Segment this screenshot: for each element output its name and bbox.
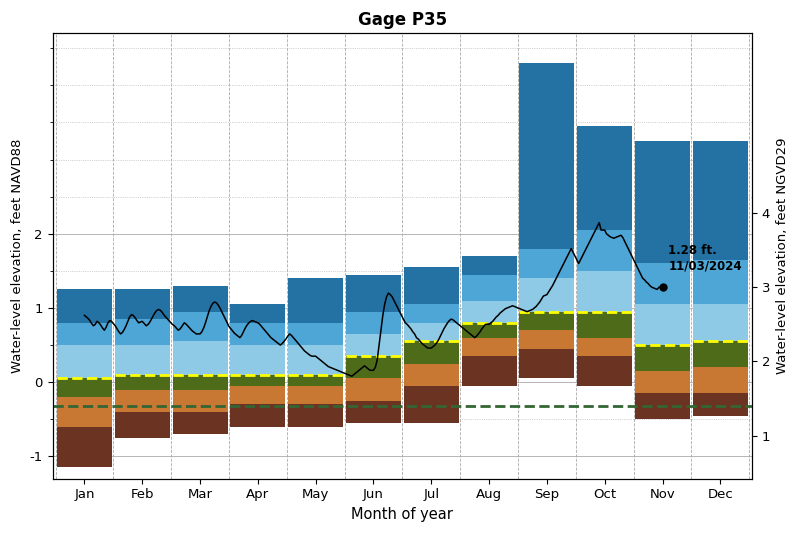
Bar — [230, 304, 286, 323]
Bar — [693, 260, 748, 304]
Bar — [288, 405, 343, 427]
Bar — [230, 375, 286, 386]
Text: 1.28 ft.
11/03/2024: 1.28 ft. 11/03/2024 — [668, 244, 742, 272]
Bar — [693, 393, 748, 416]
Bar — [346, 312, 401, 334]
Bar — [288, 345, 343, 375]
Bar — [57, 345, 112, 378]
Bar — [114, 412, 170, 438]
Bar — [57, 323, 112, 345]
Bar — [346, 356, 401, 378]
Bar — [519, 278, 574, 312]
Bar — [114, 345, 170, 375]
Bar — [404, 267, 458, 304]
Bar — [519, 248, 574, 278]
Bar — [230, 386, 286, 405]
Title: Gage P35: Gage P35 — [358, 11, 447, 29]
Bar — [404, 323, 458, 341]
Bar — [404, 386, 458, 423]
Bar — [519, 330, 574, 349]
Bar — [635, 393, 690, 419]
Bar — [230, 345, 286, 375]
Bar — [404, 364, 458, 386]
Bar — [578, 271, 632, 312]
Y-axis label: Water-level elevation, feet NGVD29: Water-level elevation, feet NGVD29 — [776, 138, 789, 374]
Bar — [578, 126, 632, 230]
Bar — [519, 312, 574, 330]
Bar — [288, 375, 343, 386]
Bar — [173, 286, 227, 312]
X-axis label: Month of year: Month of year — [351, 507, 454, 522]
Bar — [462, 337, 517, 356]
Bar — [462, 274, 517, 301]
Bar — [173, 412, 227, 434]
Y-axis label: Water-level elevation, feet NAVD88: Water-level elevation, feet NAVD88 — [11, 139, 24, 373]
Bar — [635, 304, 690, 345]
Bar — [462, 256, 517, 274]
Bar — [578, 230, 632, 271]
Bar — [693, 141, 748, 260]
Bar — [173, 390, 227, 412]
Bar — [288, 323, 343, 345]
Bar — [114, 319, 170, 345]
Bar — [173, 312, 227, 341]
Bar — [635, 345, 690, 371]
Bar — [288, 386, 343, 405]
Bar — [578, 356, 632, 386]
Bar — [462, 356, 517, 386]
Bar — [114, 390, 170, 412]
Bar — [693, 341, 748, 367]
Bar — [114, 289, 170, 319]
Bar — [57, 397, 112, 427]
Bar — [462, 323, 517, 337]
Bar — [57, 289, 112, 323]
Bar — [635, 141, 690, 263]
Bar — [404, 341, 458, 364]
Bar — [173, 375, 227, 390]
Bar — [114, 375, 170, 390]
Bar — [288, 278, 343, 323]
Bar — [693, 304, 748, 341]
Bar — [578, 337, 632, 356]
Bar — [346, 334, 401, 356]
Bar — [346, 274, 401, 312]
Bar — [57, 427, 112, 467]
Bar — [230, 323, 286, 345]
Bar — [346, 378, 401, 401]
Bar — [230, 405, 286, 427]
Bar — [173, 341, 227, 375]
Bar — [519, 63, 574, 248]
Bar — [404, 304, 458, 323]
Bar — [578, 312, 632, 337]
Bar — [462, 301, 517, 323]
Bar — [346, 401, 401, 423]
Bar — [635, 371, 690, 393]
Bar — [693, 367, 748, 393]
Bar — [635, 263, 690, 304]
Bar — [519, 349, 574, 378]
Bar — [57, 378, 112, 397]
